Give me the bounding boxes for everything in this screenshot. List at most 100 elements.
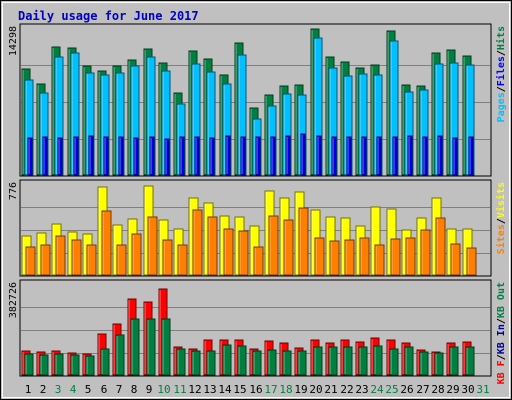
bar: [206, 350, 216, 376]
x-tick-label: 2: [40, 383, 47, 396]
bar: [27, 137, 33, 176]
bar: [331, 136, 337, 176]
bar: [192, 209, 203, 276]
bar: [237, 345, 247, 376]
legend-entry: Files: [495, 56, 507, 86]
legend-entry: Hits: [495, 26, 507, 50]
x-tick-label: 17: [264, 383, 277, 396]
bar: [434, 352, 444, 376]
bar: [300, 133, 306, 176]
bar: [390, 238, 401, 276]
bar: [147, 216, 158, 276]
chart-title: Daily usage for June 2017: [18, 9, 199, 23]
bar: [253, 246, 264, 276]
bar: [149, 136, 155, 176]
x-tick-label: 28: [431, 383, 444, 396]
bar: [297, 350, 307, 376]
bar: [313, 346, 323, 376]
series-pages: [27, 133, 474, 176]
bar: [252, 350, 262, 376]
bar: [328, 346, 338, 376]
bar: [450, 243, 461, 276]
panel-legend: Sites/Visits: [495, 182, 507, 254]
bar: [88, 135, 94, 176]
bar: [465, 346, 475, 376]
x-tick-label: 13: [203, 383, 216, 396]
bar: [422, 136, 428, 176]
x-tick-label: 6: [101, 383, 108, 396]
series-kb-out: [24, 318, 475, 376]
x-tick-label: 23: [355, 383, 368, 396]
bar: [404, 346, 414, 376]
bar: [392, 136, 398, 176]
x-tick-label: 14: [218, 383, 232, 396]
x-tick-label: 21: [324, 383, 337, 396]
bar: [161, 318, 171, 376]
x-tick-label: 9: [146, 383, 153, 396]
legend-entry: /: [496, 318, 507, 324]
panel-legend: Pages/Files/Hits: [495, 26, 507, 122]
bar: [115, 334, 125, 376]
bar: [268, 215, 279, 276]
x-tick-label: 15: [233, 383, 246, 396]
x-tick-label: 20: [309, 383, 322, 396]
bar: [346, 136, 352, 176]
bar: [40, 244, 51, 276]
bar: [329, 240, 340, 276]
bar: [359, 237, 370, 276]
x-tick-label: 3: [55, 383, 62, 396]
bar: [116, 244, 127, 276]
bar: [179, 136, 185, 176]
legend-entry: KB F: [496, 360, 507, 384]
x-tick-label: 19: [294, 383, 307, 396]
x-tick-label: 30: [461, 383, 474, 396]
bar: [225, 135, 231, 176]
bar: [191, 350, 201, 376]
bar: [407, 135, 413, 176]
bar: [223, 228, 234, 276]
x-tick-label: 16: [249, 383, 262, 396]
legend-entry: KB Out: [496, 282, 507, 318]
bar: [343, 346, 353, 376]
bar: [133, 137, 139, 176]
x-tick-label: 8: [131, 383, 138, 396]
bar: [55, 235, 66, 276]
series-sites: [25, 207, 477, 276]
bar: [419, 351, 429, 376]
x-tick-label: 11: [173, 383, 186, 396]
bar: [282, 350, 292, 376]
panel-max-label: 382726: [8, 282, 19, 318]
bar: [101, 210, 112, 276]
bar: [435, 217, 446, 276]
bar: [449, 346, 459, 376]
x-tick-label: 29: [446, 383, 459, 396]
bar: [222, 344, 232, 376]
legend-entry: /: [496, 86, 507, 92]
bar: [103, 136, 109, 176]
bar: [373, 345, 383, 376]
bar: [57, 137, 63, 176]
bar: [71, 239, 82, 276]
panel-max-label: 776: [8, 182, 19, 200]
bar: [452, 137, 458, 176]
bar: [374, 244, 385, 276]
bar: [24, 353, 34, 376]
bar: [42, 136, 48, 176]
legend-entry: /: [496, 354, 507, 360]
bar: [162, 239, 173, 276]
bar: [73, 136, 79, 176]
x-tick-label: 27: [416, 383, 429, 396]
bar: [130, 318, 140, 376]
legend-entry: /: [496, 218, 507, 224]
bar: [267, 349, 277, 376]
bar: [118, 136, 124, 176]
panel-visits-sites: 776 Sites/Visits: [8, 179, 507, 277]
legend-entry: /: [496, 50, 507, 56]
bar: [131, 233, 142, 276]
bar: [344, 239, 355, 276]
bar: [361, 136, 367, 176]
legend-entry: KB In: [496, 324, 507, 354]
legend-entry: Sites: [495, 224, 507, 254]
bar: [285, 135, 291, 176]
